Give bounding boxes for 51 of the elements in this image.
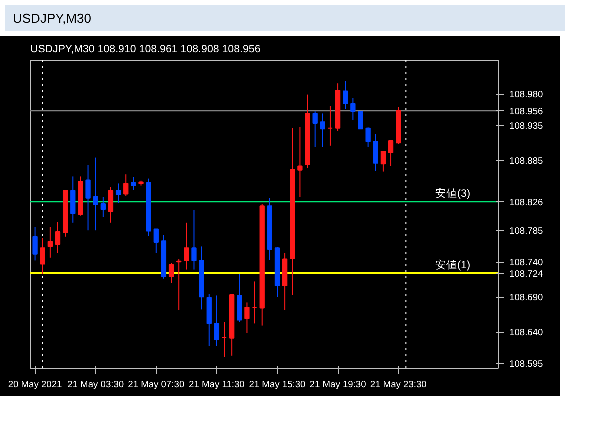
candlestick: [108, 186, 114, 224]
y-tick-label: 108.640: [510, 328, 544, 338]
candlestick: [131, 176, 136, 190]
y-tick-label: 108.980: [510, 90, 544, 100]
candlestick: [343, 81, 348, 110]
candlestick: [320, 113, 326, 148]
candlestick: [100, 196, 106, 218]
y-tick-label: 108.724: [510, 268, 544, 279]
y-tick-label: 108.595: [510, 359, 544, 370]
candlestick: [358, 111, 364, 130]
candlestick: [168, 263, 174, 284]
candlestick: [244, 302, 250, 334]
y-tick-label: 108.785: [510, 226, 544, 236]
x-tick-label: 21 May 03:30: [68, 380, 124, 390]
candlestick: [86, 165, 91, 232]
x-tick-label: 21 May 23:30: [370, 380, 427, 390]
candlestick: [214, 295, 220, 347]
x-tick-label: 21 May 11:30: [189, 380, 245, 390]
ref-line-label: 安値(3): [435, 186, 471, 200]
candlestick: [32, 226, 38, 262]
candlestick: [176, 258, 182, 311]
candlestick: [380, 151, 386, 172]
x-tick-label: 21 May 15:30: [249, 380, 306, 390]
candlestick: [366, 127, 371, 148]
candlestick: [184, 222, 190, 270]
x-tick-label: 21 May 19:30: [310, 380, 366, 390]
candlestick: [40, 238, 46, 274]
y-tick-label: 108.690: [510, 292, 544, 303]
x-tick-label: 20 May 2021: [8, 380, 62, 390]
candlestick: [350, 98, 356, 120]
candlestick: [124, 174, 129, 197]
candlestick: [192, 210, 197, 270]
candlestick: [373, 134, 378, 172]
ref-line-label: 安値(1): [435, 258, 471, 272]
x-tick-label: 21 May 07:30: [128, 380, 185, 390]
candlestick: [154, 228, 159, 254]
chart-title: USDJPY,M30: [13, 10, 92, 28]
candlestick: [298, 126, 303, 198]
y-tick-label: 108.740: [510, 258, 544, 268]
candlestick: [116, 183, 122, 204]
y-tick-label: 108.935: [510, 121, 544, 132]
candlestick: [312, 111, 318, 148]
chart-subtitle: USDJPY,M30 108.910 108.961 108.908 108.956: [30, 44, 261, 56]
candlestick: [48, 226, 54, 258]
y-tick-label: 108.956: [510, 106, 544, 116]
y-tick-label: 108.885: [510, 156, 544, 166]
candlestick: [93, 157, 98, 232]
y-tick-label: 108.826: [510, 197, 544, 208]
candlestick: [70, 176, 76, 224]
candlestick: [388, 140, 394, 167]
candlestick: [55, 222, 61, 254]
